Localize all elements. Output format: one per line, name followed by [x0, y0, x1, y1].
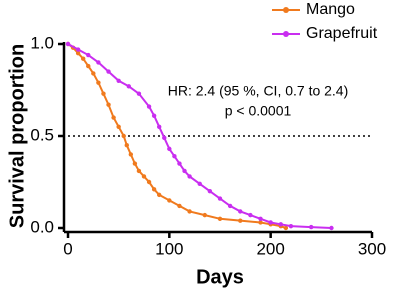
- marker: [111, 115, 116, 120]
- marker: [101, 91, 106, 96]
- marker: [238, 218, 243, 223]
- marker: [75, 51, 81, 56]
- marker: [238, 209, 243, 214]
- marker: [157, 124, 162, 129]
- legend-marker: [283, 7, 289, 13]
- marker: [197, 181, 202, 187]
- marker: [65, 41, 71, 47]
- marker: [187, 209, 192, 214]
- marker: [309, 224, 314, 230]
- marker: [151, 113, 157, 118]
- x-axis-label: Days: [196, 266, 244, 288]
- annotation: p < 0.0001: [225, 103, 292, 119]
- marker: [217, 196, 223, 201]
- marker: [126, 84, 131, 89]
- x-tick-label: 0: [63, 239, 72, 258]
- marker: [283, 225, 289, 231]
- y-tick-label: 0.5: [30, 125, 54, 144]
- x-tick-label: 200: [256, 239, 284, 258]
- marker: [136, 168, 142, 174]
- marker: [177, 161, 182, 166]
- marker: [207, 189, 213, 194]
- marker: [329, 225, 334, 231]
- marker: [116, 78, 121, 84]
- marker: [288, 223, 294, 229]
- marker: [248, 212, 253, 218]
- marker: [146, 179, 152, 185]
- marker: [268, 220, 273, 225]
- legend-marker: [283, 31, 289, 37]
- marker: [106, 69, 111, 74]
- annotation: HR: 2.4 (95 %, CI, 0.7 to 2.4): [168, 83, 349, 99]
- marker: [86, 63, 91, 69]
- x-tick-label: 100: [155, 239, 183, 258]
- legend-label: Grapefruit: [306, 25, 378, 42]
- marker: [96, 60, 101, 65]
- marker: [217, 216, 223, 221]
- marker: [167, 146, 172, 152]
- marker: [151, 187, 157, 192]
- marker: [167, 198, 172, 203]
- marker: [162, 135, 167, 141]
- marker: [96, 80, 101, 85]
- marker: [128, 152, 134, 157]
- marker: [91, 71, 96, 76]
- marker: [187, 174, 192, 179]
- y-tick-label: 1.0: [30, 33, 54, 52]
- marker: [258, 216, 263, 221]
- marker: [141, 174, 147, 179]
- marker: [157, 192, 162, 198]
- marker: [258, 220, 263, 225]
- marker: [121, 133, 126, 139]
- marker: [172, 154, 177, 159]
- y-axis-label: Survival proportion: [6, 44, 28, 228]
- marker: [75, 47, 81, 52]
- marker: [116, 124, 121, 129]
- marker: [124, 143, 129, 148]
- marker: [278, 222, 283, 227]
- x-tick-label: 300: [358, 239, 386, 258]
- marker: [177, 203, 182, 209]
- y-tick-label: 0.0: [30, 217, 54, 236]
- marker: [227, 203, 233, 209]
- marker: [136, 91, 142, 96]
- marker: [146, 104, 152, 109]
- marker: [81, 56, 86, 61]
- marker: [202, 212, 207, 218]
- marker: [106, 102, 111, 107]
- marker: [86, 52, 91, 58]
- marker: [182, 168, 187, 174]
- legend-label: Mango: [306, 1, 355, 18]
- marker: [132, 161, 138, 166]
